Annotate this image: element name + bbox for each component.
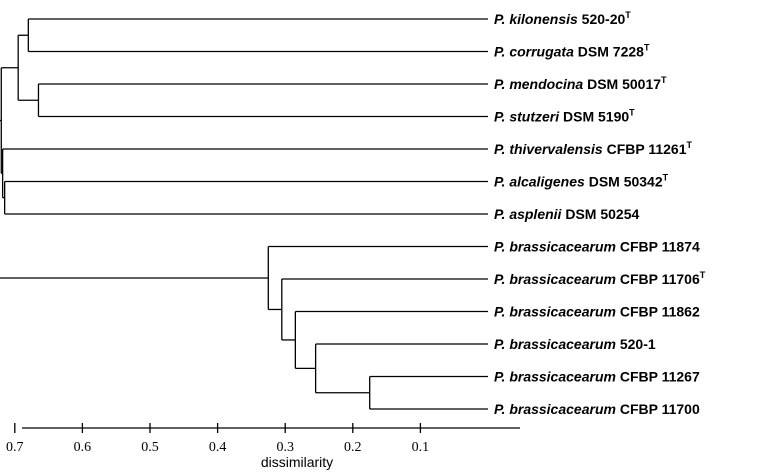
cluster-branch — [294, 310, 488, 370]
leaf-species: P. asplenii — [494, 206, 563, 222]
x-tick-label: 0.7 — [6, 440, 24, 455]
cluster-branch — [0, 67, 19, 175]
type-strain-mark: T — [629, 108, 635, 118]
leaf-label: P. mendocina DSM 50017T — [494, 75, 667, 92]
x-axis: 0.7 0.6 0.5 0.4 0.3 0.2 0.1 — [6, 423, 520, 455]
leaf-species: P. alcaligenes — [494, 174, 585, 190]
leaf-species: P. brassicacearum — [494, 239, 616, 255]
leaf-label: P. thivervalensis CFBP 11261T — [494, 140, 693, 157]
type-strain-mark: T — [687, 140, 693, 150]
leaf-species: P. mendocina — [494, 76, 583, 92]
x-axis-title: dissimilarity — [261, 454, 333, 470]
type-strain-mark: T — [625, 10, 631, 20]
leaf-label: P. brassicacearum CFBP 11706T — [494, 270, 706, 287]
leaf-strain: CFBP 11874 — [616, 239, 700, 255]
leaf-strain: DSM 7228 — [574, 44, 644, 60]
leaf-strain: 520-20 — [578, 11, 626, 27]
dendrogram-branches — [0, 18, 488, 410]
leaf-label: P. stutzeri DSM 5190T — [494, 108, 635, 125]
leaf-strain: DSM 50017 — [583, 76, 661, 92]
leaf-species: P. thivervalensis — [494, 141, 603, 157]
type-strain-mark: T — [661, 75, 667, 85]
cluster-branch — [4, 180, 488, 215]
leaf-species: P. corrugata — [494, 44, 574, 60]
x-tick-label: 0.6 — [74, 440, 92, 455]
leaf-species: P. kilonensis — [494, 11, 578, 27]
cluster-branch — [27, 18, 488, 53]
leaf-label: P. brassicacearum 520-1 — [494, 336, 656, 352]
x-tick-label: 0.1 — [412, 440, 430, 455]
cluster-branch — [1, 148, 488, 199]
leaf-label: P. brassicacearum CFBP 11874 — [494, 239, 700, 255]
type-strain-mark: T — [663, 173, 669, 183]
leaf-strain: DSM 50342 — [585, 174, 663, 190]
leaf-species: P. stutzeri — [494, 109, 560, 125]
leaf-strain: CFBP 11862 — [616, 304, 700, 320]
leaf-species: P. brassicacearum — [494, 336, 616, 352]
cluster-branch — [267, 245, 488, 311]
leaf-species: P. brassicacearum — [494, 401, 616, 417]
leaf-strain: DSM 50254 — [561, 206, 639, 222]
type-strain-mark: T — [644, 43, 650, 53]
x-tick-label: 0.3 — [276, 440, 294, 455]
leaf-species: P. brassicacearum — [494, 271, 616, 287]
leaf-species: P. brassicacearum — [494, 369, 616, 385]
leaf-species: P. brassicacearum — [494, 304, 616, 320]
leaf-label: P. asplenii DSM 50254 — [494, 206, 639, 222]
cluster-branch — [314, 343, 488, 394]
leaf-strain: DSM 5190 — [559, 109, 629, 125]
leaf-strain: 520-1 — [616, 336, 656, 352]
x-tick-label: 0.5 — [141, 440, 159, 455]
leaf-label: P. brassicacearum CFBP 11267 — [494, 369, 700, 385]
cluster-branch — [0, 119, 269, 279]
x-tick-label: 0.4 — [209, 440, 227, 455]
leaf-strain: CFBP 11267 — [616, 369, 700, 385]
leaf-label: P. kilonensis 520-20T — [494, 10, 631, 27]
type-strain-mark: T — [700, 270, 706, 280]
cluster-branch — [37, 83, 488, 118]
cluster-branch — [369, 375, 488, 410]
leaf-strain: CFBP 11706 — [616, 271, 700, 287]
leaf-label: P. brassicacearum CFBP 11700 — [494, 401, 700, 417]
leaf-label: P. corrugata DSM 7228T — [494, 43, 650, 60]
leaf-label: P. alcaligenes DSM 50342T — [494, 173, 669, 190]
leaf-strain: CFBP 11700 — [616, 401, 700, 417]
x-tick-label: 0.2 — [344, 440, 362, 455]
leaf-strain: CFBP 11261 — [603, 141, 687, 157]
cluster-branch — [281, 278, 488, 341]
leaf-label: P. brassicacearum CFBP 11862 — [494, 304, 700, 320]
